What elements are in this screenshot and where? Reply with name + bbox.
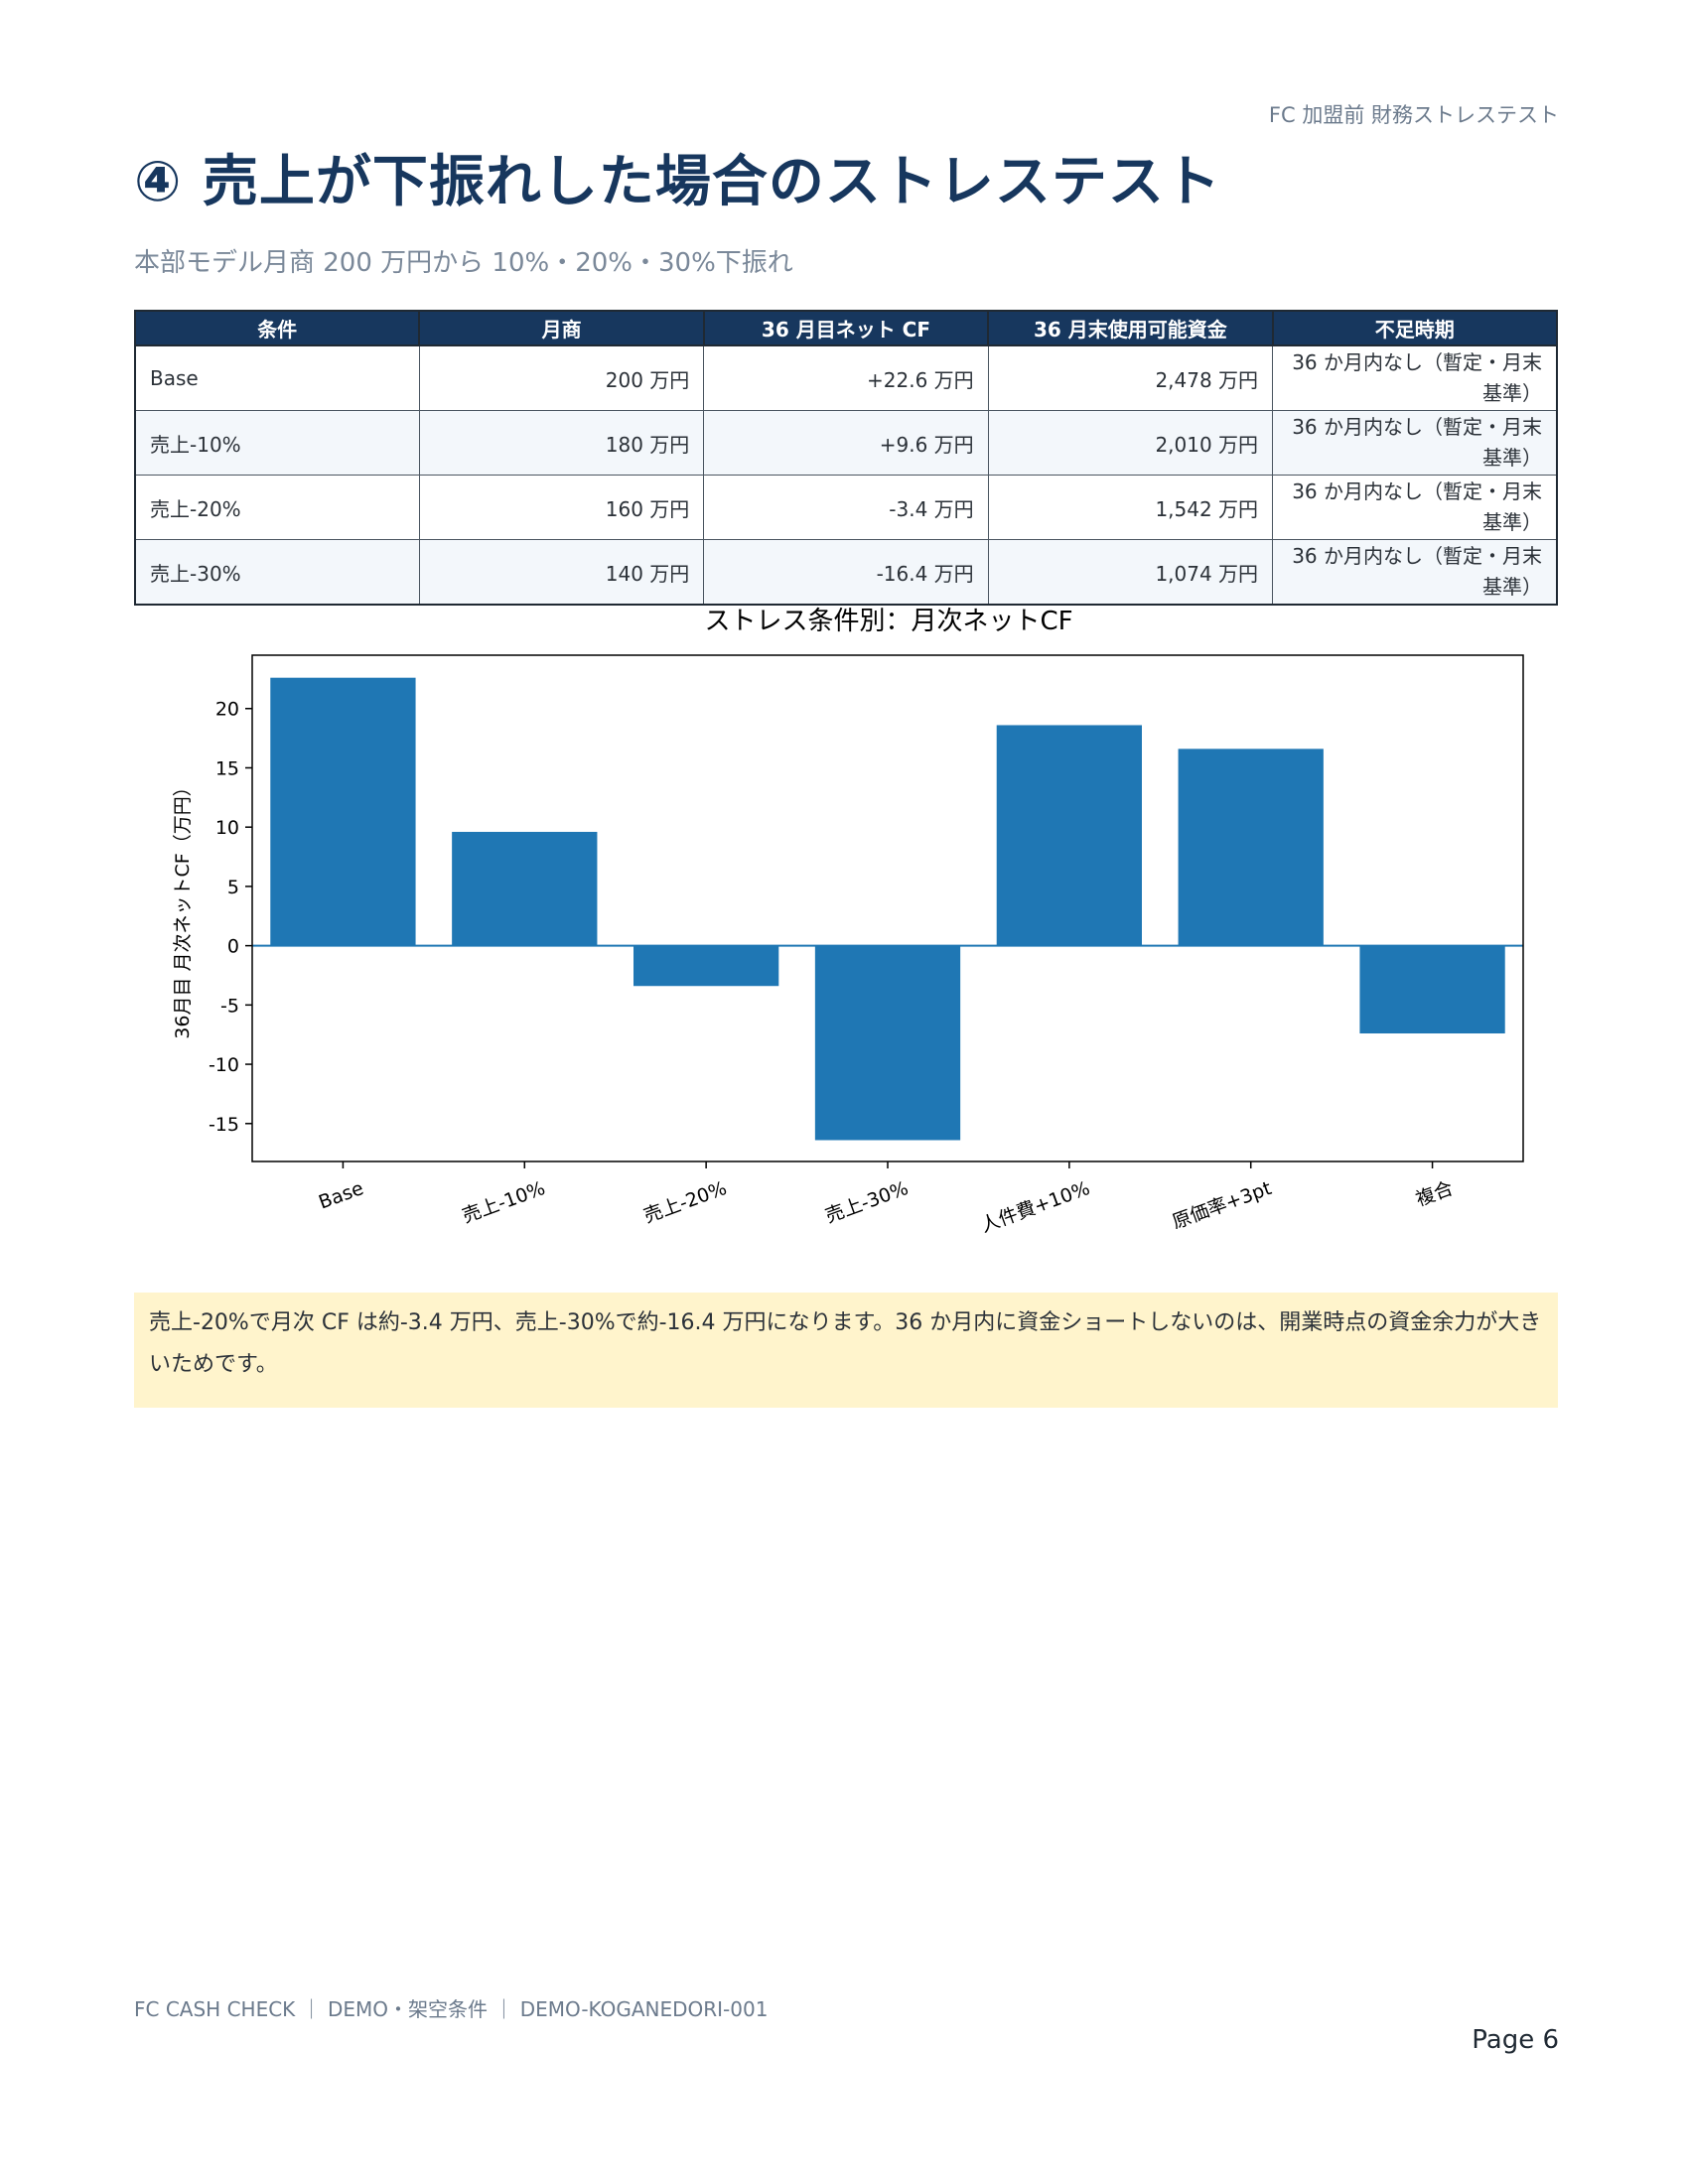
net-cf-chart: ストレス条件別：月次ネットCF 20 15 10 5 0 -5 -10 -15 Base 売上-…: [149, 606, 1539, 1261]
note-box: 売上-20%で月次 CF は約-3.4 万円、売上-30%で約-16.4 万円に…: [134, 1293, 1558, 1408]
bar-3: [814, 945, 961, 1141]
x-tick-label: 原価率+3pt: [1170, 1177, 1275, 1233]
cell-net-cf: -16.4 万円: [703, 539, 989, 606]
table-row: 売上-30% 140 万円 -16.4 万円 1,074 万円 36 か月内なし…: [134, 539, 1558, 606]
cell-shortage-timing: 36 か月内なし（暫定・月末基準）: [1272, 344, 1558, 411]
page-title: ④ 売上が下振れした場合のストレステスト: [134, 150, 1221, 214]
y-tick-label: 20: [215, 699, 239, 721]
x-tick-label: Base: [316, 1177, 366, 1214]
cell-condition: 売上-30%: [134, 539, 420, 606]
chart-bars: [270, 677, 1505, 1141]
bar-2: [633, 945, 779, 987]
bar-4: [996, 725, 1142, 946]
y-tick-label: 10: [215, 817, 239, 839]
cell-available-funds: 2,010 万円: [987, 410, 1274, 476]
cell-available-funds: 2,478 万円: [987, 344, 1274, 411]
bar-0: [270, 677, 416, 946]
table-row: Base 200 万円 +22.6 万円 2,478 万円 36 か月内なし（暫…: [134, 344, 1558, 411]
table-row: 売上-10% 180 万円 +9.6 万円 2,010 万円 36 か月内なし（…: [134, 410, 1558, 476]
cell-condition: Base: [134, 344, 420, 411]
table-row: 売上-20% 160 万円 -3.4 万円 1,542 万円 36 か月内なし（…: [134, 475, 1558, 540]
x-axis: Base 売上-10% 売上-20% 売上-30% 人件費+10% 原価率+3pt 複合: [316, 1161, 1456, 1237]
x-tick-label: 売上-30%: [822, 1177, 911, 1227]
x-tick-label: 複合: [1413, 1177, 1456, 1211]
cell-monthly-sales: 200 万円: [418, 344, 705, 411]
col-header-condition: 条件: [133, 310, 421, 346]
stress-table: 条件 月商 36 月目ネット CF 36 月末使用可能資金 不足時期 Base …: [133, 310, 1559, 606]
cell-shortage-timing: 36 か月内なし（暫定・月末基準）: [1272, 539, 1558, 606]
bar-1: [452, 831, 598, 946]
cell-net-cf: +22.6 万円: [703, 344, 989, 411]
cell-net-cf: +9.6 万円: [703, 410, 989, 476]
bar-5: [1178, 749, 1324, 946]
x-tick-label: 売上-10%: [460, 1177, 548, 1227]
table-header-row: 条件 月商 36 月目ネット CF 36 月末使用可能資金 不足時期: [133, 310, 1559, 346]
footer-info: FC CASH CHECK ｜ DEMO・架空条件 ｜ DEMO-KOGANED…: [134, 1997, 769, 2021]
y-axis: 20 15 10 5 0 -5 -10 -15: [209, 699, 252, 1136]
col-header-net-cf: 36 月目ネット CF: [702, 310, 990, 346]
y-tick-label: 15: [215, 757, 239, 779]
y-tick-label: -5: [220, 995, 239, 1017]
y-tick-label: -15: [209, 1114, 239, 1136]
cell-condition: 売上-10%: [134, 410, 420, 476]
col-header-available-funds: 36 月末使用可能資金: [987, 310, 1274, 346]
cell-net-cf: -3.4 万円: [703, 475, 989, 540]
y-tick-label: 5: [227, 877, 239, 898]
col-header-monthly-sales: 月商: [418, 310, 705, 346]
x-tick-label: 人件費+10%: [978, 1177, 1093, 1237]
cell-monthly-sales: 140 万円: [418, 539, 705, 606]
cell-shortage-timing: 36 か月内なし（暫定・月末基準）: [1272, 410, 1558, 476]
cell-monthly-sales: 180 万円: [418, 410, 705, 476]
x-tick-label: 売上-20%: [640, 1177, 729, 1227]
y-tick-label: 0: [227, 936, 239, 958]
cell-monthly-sales: 160 万円: [418, 475, 705, 540]
y-axis-label: 36月目 月次ネットCF（万円）: [172, 777, 194, 1038]
bar-6: [1359, 945, 1505, 1034]
cell-available-funds: 1,542 万円: [987, 475, 1274, 540]
col-header-shortage-timing: 不足時期: [1271, 310, 1559, 346]
net-cf-chart-svg: ストレス条件別：月次ネットCF 20 15 10 5 0 -5 -10 -15 Base 売上-…: [172, 607, 1524, 1237]
header-note: FC 加盟前 財務ストレステスト: [1268, 103, 1559, 127]
cell-shortage-timing: 36 か月内なし（暫定・月末基準）: [1272, 475, 1558, 540]
page-number: Page 6: [1472, 2025, 1559, 2055]
cell-available-funds: 1,074 万円: [987, 539, 1274, 606]
cell-condition: 売上-20%: [134, 475, 420, 540]
page-subtitle: 本部モデル月商 200 万円から 10%・20%・30%下振れ: [134, 248, 793, 278]
chart-title: ストレス条件別：月次ネットCF: [704, 607, 1072, 636]
y-tick-label: -10: [209, 1054, 239, 1076]
